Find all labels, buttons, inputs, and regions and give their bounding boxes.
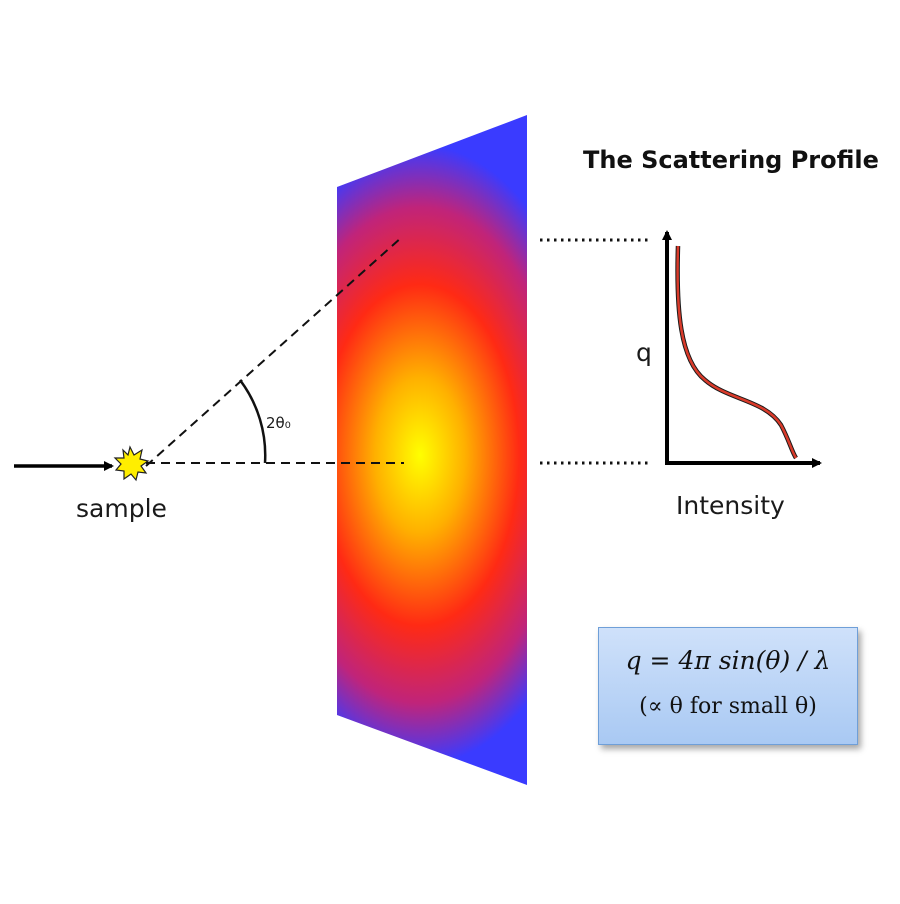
profile-curve-fill: [676, 245, 798, 459]
formula-q-definition: q = 4π sin(θ) / λ: [625, 646, 831, 675]
formula-small-angle-note: (∝ θ for small θ): [639, 694, 817, 719]
angle-arc: [239, 379, 267, 464]
angle-label: 2θ₀: [266, 414, 291, 432]
detector-panel: [337, 115, 527, 785]
formula-box: q = 4π sin(θ) / λ (∝ θ for small θ): [598, 627, 858, 745]
profile-curve: [675, 245, 798, 460]
scattered-ray: [145, 236, 403, 467]
profile-title: The Scattering Profile: [583, 146, 879, 174]
q-axis-label: q: [636, 338, 652, 367]
sample-label: sample: [76, 494, 167, 523]
intensity-axis-label: Intensity: [676, 491, 785, 520]
sample-starburst-icon: [113, 445, 150, 482]
